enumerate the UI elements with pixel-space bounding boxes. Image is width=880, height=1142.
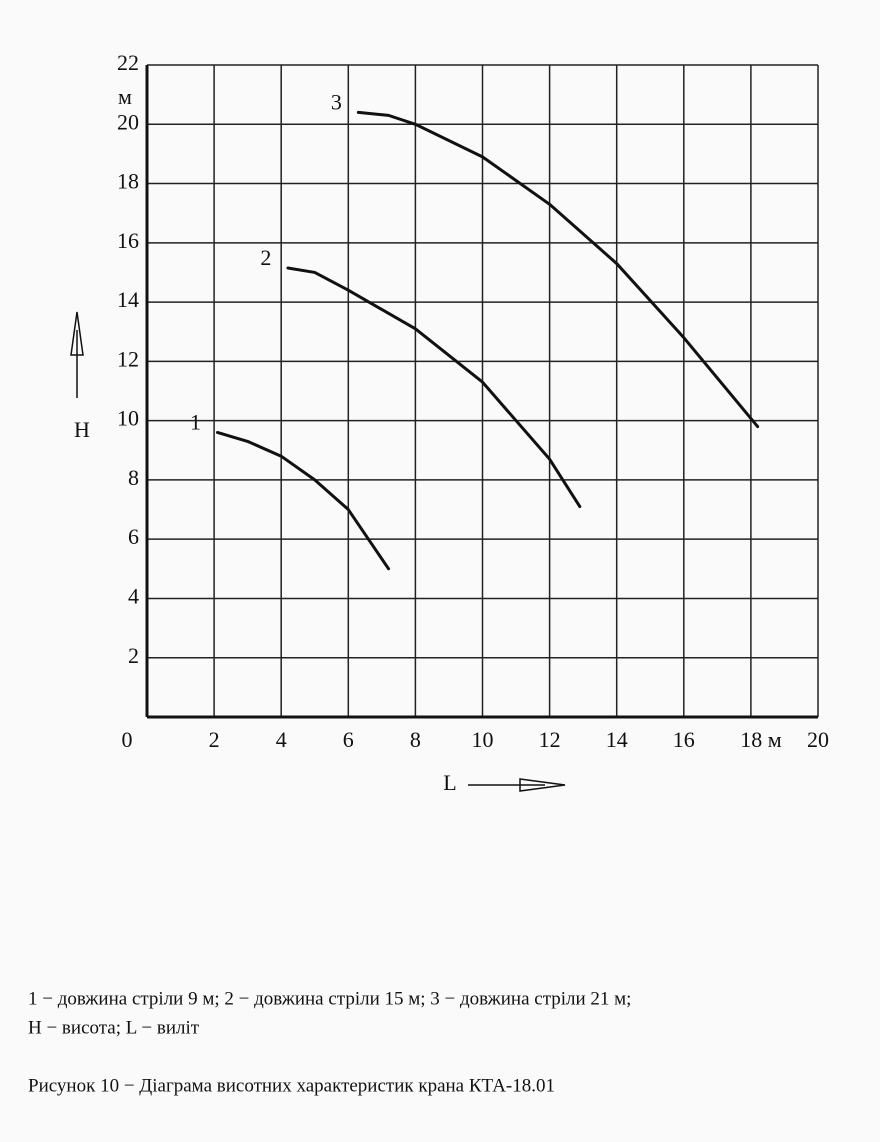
- x-tick-label: 16: [673, 727, 695, 752]
- curve: [356, 110, 760, 429]
- x-tick-label: 12: [539, 727, 561, 752]
- curve: [215, 430, 391, 571]
- y-tick-label: 18: [117, 169, 139, 194]
- y-axis-label: H: [74, 417, 90, 442]
- x-tick-label: 20: [807, 727, 829, 752]
- y-tick-label: 4: [128, 584, 139, 609]
- y-tick-label: 20: [117, 109, 139, 134]
- y-unit: м: [118, 84, 132, 109]
- curve: [286, 266, 582, 509]
- x-tick-label: 10: [472, 727, 494, 752]
- x-tick-label: 14: [606, 727, 628, 752]
- x-axis-label: L: [443, 770, 456, 795]
- x-arrow: [468, 778, 566, 792]
- y-tick-label: 6: [128, 524, 139, 549]
- caption-line: 1 − довжина стріли 9 м; 2 − довжина стрі…: [28, 988, 631, 1009]
- y-tick-label: 12: [117, 346, 139, 371]
- y-arrow: [70, 311, 84, 398]
- y-tick-label: 22: [117, 50, 139, 75]
- y-tick-label: 14: [117, 287, 139, 312]
- x-tick-label: 8: [410, 727, 421, 752]
- y-tick-label: 2: [128, 643, 139, 668]
- x-tick-label: 6: [343, 727, 354, 752]
- x-tick-label: 0: [122, 727, 133, 752]
- y-tick-label: 8: [128, 465, 139, 490]
- x-tick-label: 4: [276, 727, 287, 752]
- curve-label: 1: [190, 410, 201, 435]
- y-tick-label: 10: [117, 406, 139, 431]
- caption-line: H − висота; L − виліт: [28, 1017, 200, 1038]
- figure-title: Рисунок 10 − Діаграма висотних характери…: [28, 1075, 555, 1096]
- x-tick-label: 18 м: [740, 727, 782, 752]
- y-tick-label: 16: [117, 228, 139, 253]
- x-tick-label: 2: [209, 727, 220, 752]
- curve-label: 3: [331, 89, 342, 114]
- curve-label: 2: [260, 245, 271, 270]
